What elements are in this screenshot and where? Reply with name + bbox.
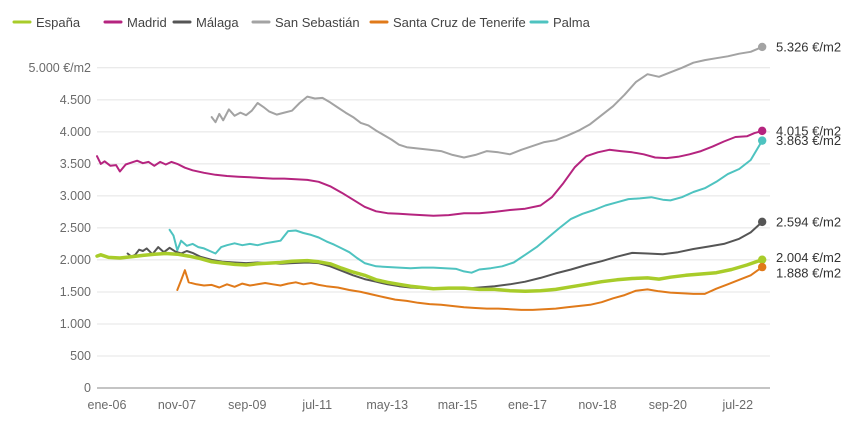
end-marker-palma bbox=[757, 136, 767, 145]
y-tick-label: 3.500 bbox=[60, 157, 91, 171]
x-axis-ticks: ene-06 nov-07 sep-09 jul-11 may-13 mar-15 ene-… bbox=[88, 398, 754, 412]
gridlines bbox=[97, 67, 770, 389]
end-marker-madrid bbox=[757, 126, 767, 136]
x-tick-label: nov-07 bbox=[158, 398, 196, 412]
end-marker-santa-cruz-de-tenerife bbox=[757, 262, 767, 272]
end-marker-espana bbox=[757, 255, 767, 264]
end-value-label-espana: 2.004 €/m2 bbox=[776, 250, 841, 265]
x-tick-label: jul-22 bbox=[721, 398, 753, 412]
x-tick-label: sep-20 bbox=[649, 398, 687, 412]
y-tick-label: 500 bbox=[70, 349, 91, 363]
y-tick-label: 2.000 bbox=[60, 253, 91, 267]
legend-item-malaga[interactable]: Málaga bbox=[172, 15, 239, 30]
series-line-malaga bbox=[126, 220, 764, 290]
legend-item-santa-cruz-de-tenerife[interactable]: Santa Cruz de Tenerife bbox=[369, 15, 526, 30]
y-axis-ticks: 0 500 1.000 1.500 2.000 2.500 3.000 3.500 4.000 4… bbox=[28, 61, 91, 395]
legend-label: Palma bbox=[553, 15, 591, 30]
end-value-label-madrid: 4.015 €/m2 bbox=[776, 123, 841, 138]
x-tick-label: jul-11 bbox=[301, 398, 332, 412]
legend-label: Santa Cruz de Tenerife bbox=[393, 15, 526, 30]
series-line-madrid bbox=[96, 129, 764, 217]
legend-label: Málaga bbox=[196, 15, 239, 30]
series-line-santa-cruz-de-tenerife bbox=[176, 266, 764, 311]
legend-item-san-sebastian[interactable]: San Sebastián bbox=[251, 15, 360, 30]
y-tick-label: 4.500 bbox=[60, 93, 91, 107]
end-marker-malaga bbox=[757, 217, 767, 227]
end-value-label-palma: 3.863 €/m2 bbox=[776, 133, 841, 148]
series-line-palma bbox=[168, 139, 764, 274]
x-tick-label: ene-17 bbox=[508, 398, 547, 412]
end-markers: 2.004 €/m2 4.015 €/m2 2.594 €/m2 5.326 €/m2… bbox=[757, 39, 841, 281]
y-tick-label: 2.500 bbox=[60, 221, 91, 235]
y-tick-label: 3.000 bbox=[60, 189, 91, 203]
x-tick-label: nov-18 bbox=[578, 398, 616, 412]
legend-label: Madrid bbox=[127, 15, 167, 30]
series-lines bbox=[95, 45, 764, 311]
y-tick-label: 1.500 bbox=[60, 285, 91, 299]
end-value-label-malaga: 2.594 €/m2 bbox=[776, 214, 841, 229]
x-tick-label: ene-06 bbox=[88, 398, 127, 412]
end-value-label-san-sebastian: 5.326 €/m2 bbox=[776, 39, 841, 54]
series-line-san-sebastian bbox=[210, 45, 764, 159]
x-tick-label: mar-15 bbox=[438, 398, 478, 412]
legend-item-espana[interactable]: España bbox=[12, 15, 81, 30]
legend: España Madrid Málaga San Sebastián Santa Cru… bbox=[12, 15, 591, 30]
y-tick-label: 1.000 bbox=[60, 317, 91, 331]
y-tick-label: 4.000 bbox=[60, 125, 91, 139]
y-tick-label: 5.000 €/m2 bbox=[28, 61, 91, 75]
y-tick-label: 0 bbox=[84, 381, 91, 395]
end-value-label-santa-cruz-de-tenerife: 1.888 €/m2 bbox=[776, 266, 841, 281]
x-tick-label: sep-09 bbox=[228, 398, 266, 412]
x-tick-label: may-13 bbox=[366, 398, 408, 412]
legend-label: España bbox=[36, 15, 81, 30]
legend-item-madrid[interactable]: Madrid bbox=[103, 15, 167, 30]
end-marker-san-sebastian bbox=[757, 42, 767, 52]
legend-item-palma[interactable]: Palma bbox=[529, 15, 591, 30]
legend-label: San Sebastián bbox=[275, 15, 360, 30]
series-line-espana bbox=[95, 251, 764, 294]
